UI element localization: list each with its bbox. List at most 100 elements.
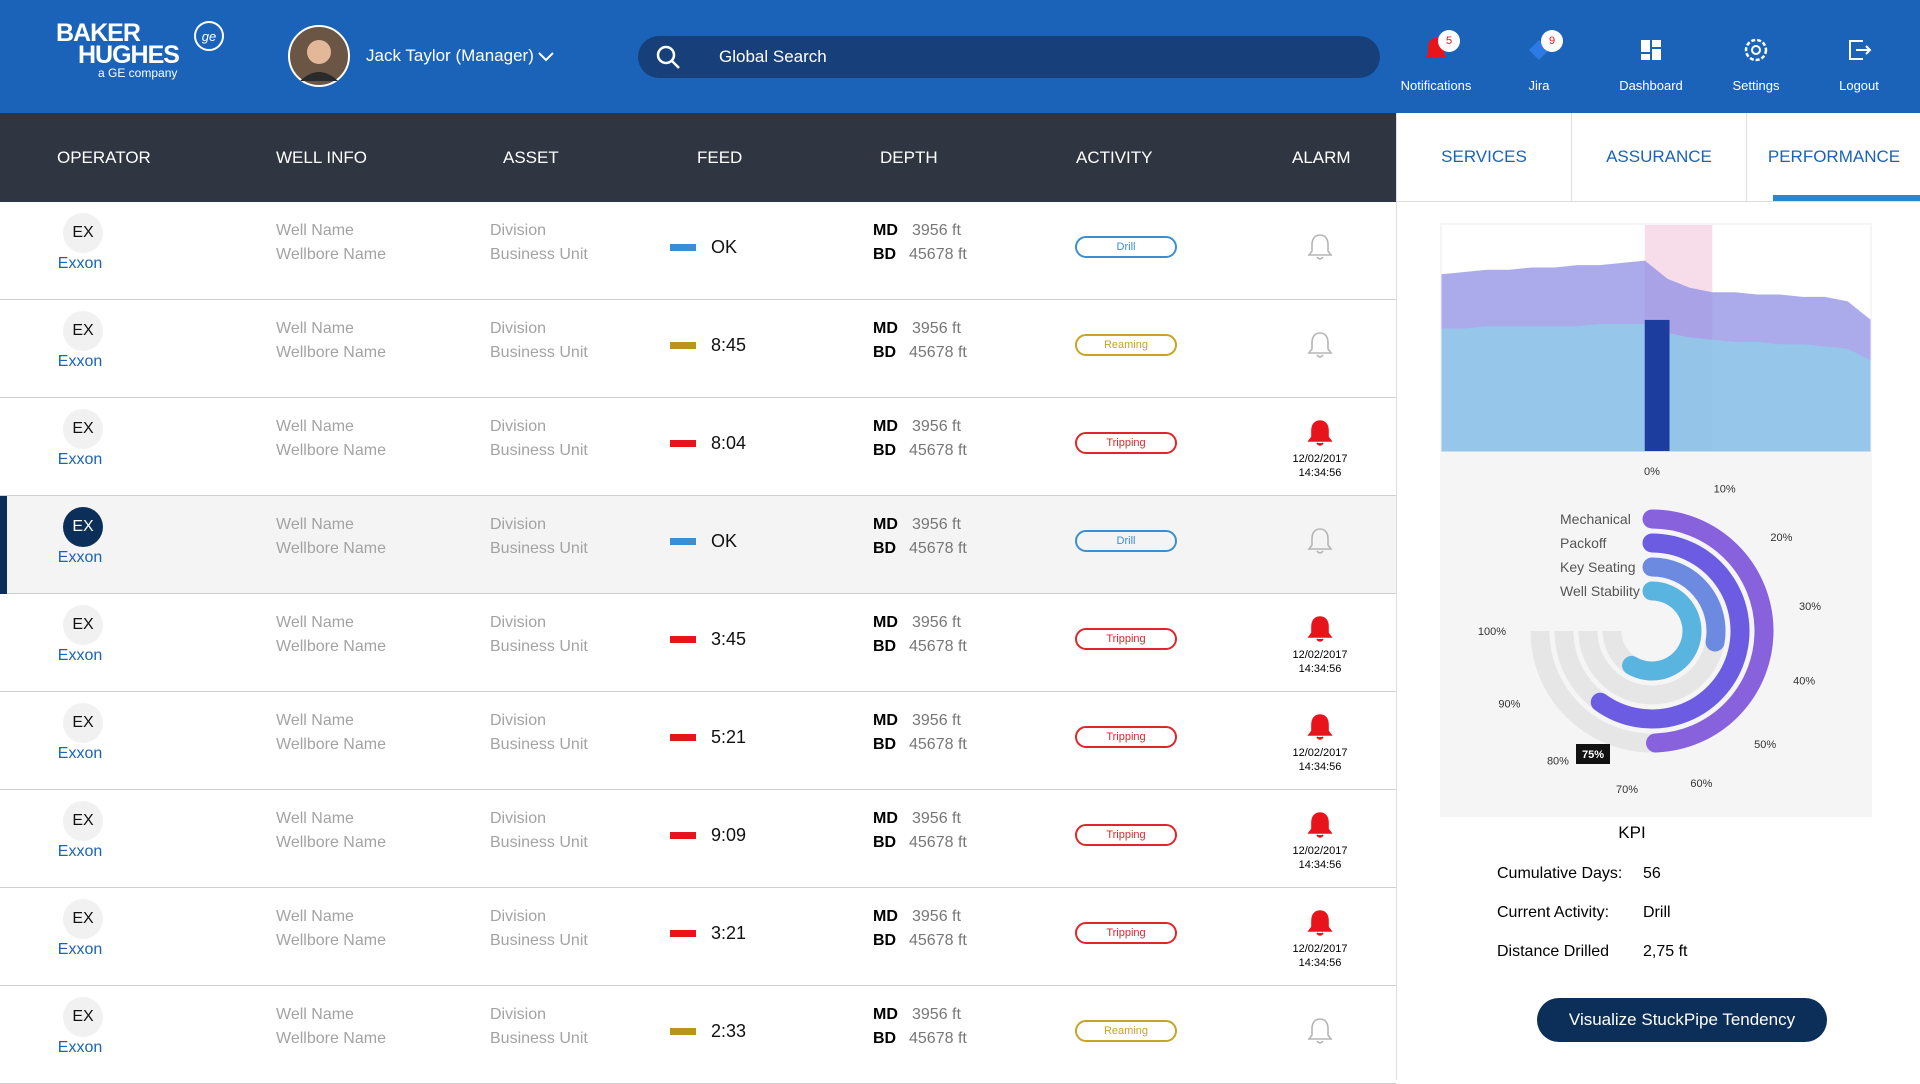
operator-name[interactable]: Exxon	[57, 1039, 103, 1056]
radial-tick-label: 80%	[1547, 755, 1569, 767]
avatar[interactable]	[288, 25, 350, 87]
wellbore-name: Wellbore Name	[276, 932, 386, 949]
md-label: MD	[873, 222, 898, 239]
operator-name[interactable]: Exxon	[57, 255, 103, 272]
md-label: MD	[873, 516, 898, 533]
chart-card: Mechanical Packoff Key Seating Well Stabili…	[1440, 223, 1872, 817]
column-header[interactable]: OPERATOR	[57, 148, 151, 167]
md-value: 3956 ft	[912, 222, 961, 239]
stat-label: Current Activity:	[1497, 904, 1610, 921]
operator-name[interactable]: Exxon	[57, 353, 103, 370]
bell-clapper	[1316, 638, 1324, 642]
column-header[interactable]: ASSET	[503, 148, 559, 167]
bd-value: 45678 ft	[909, 540, 967, 557]
md-value: 3956 ft	[912, 810, 961, 827]
table-row[interactable]: EX Exxon Well Name Wellbore Name Division Bus…	[0, 986, 1396, 1084]
legend-label: Key Seating	[1560, 559, 1636, 575]
search-icon	[656, 45, 680, 69]
radial-bar	[1622, 581, 1702, 681]
alarm-time: 14:34:56	[1298, 663, 1342, 675]
md-value: 3956 ft	[912, 614, 961, 631]
operator-name[interactable]: Exxon	[57, 549, 103, 566]
operator-badge: EX	[63, 507, 103, 547]
alarm-date: 12/02/2017	[1292, 747, 1348, 759]
table-row[interactable]: EX Exxon Well Name Wellbore Name Division Bus…	[0, 594, 1396, 692]
tab[interactable]: SERVICES	[1397, 113, 1572, 202]
nav-icon[interactable]	[1839, 30, 1879, 70]
bd-label: BD	[873, 834, 897, 851]
bd-label: BD	[873, 442, 897, 459]
operator-name[interactable]: Exxon	[57, 647, 103, 664]
feed-value: 2:33	[711, 1021, 747, 1041]
visualize-button[interactable]: Visualize StuckPipe Tendency	[1537, 998, 1827, 1042]
column-header[interactable]: WELL INFO	[276, 148, 367, 167]
well-name: Well Name	[276, 810, 354, 827]
logo: BAKER HUGHES	[56, 21, 180, 68]
table-row[interactable]: EX Exxon Well Name Wellbore Name Division Bus…	[0, 790, 1396, 888]
bd-label: BD	[873, 638, 897, 655]
wellbore-name: Wellbore Name	[276, 834, 386, 851]
tooltip: 75%	[1582, 749, 1604, 761]
column-header[interactable]: ACTIVITY	[1076, 148, 1153, 167]
table-row[interactable]: EX Exxon Well Name Wellbore Name Division Bus…	[0, 300, 1396, 398]
activity-pill: Drill	[1075, 236, 1177, 258]
operator-name[interactable]: Exxon	[57, 451, 103, 468]
business-unit: Business Unit	[490, 932, 588, 949]
stat-value: Drill	[1643, 904, 1671, 921]
tab[interactable]: ASSURANCE	[1572, 113, 1747, 202]
table-row[interactable]: EX Exxon Well Name Wellbore Name Division Bus…	[0, 202, 1396, 300]
nav-label[interactable]: Notifications	[1400, 78, 1472, 93]
bell-shape	[1307, 528, 1333, 550]
division: Division	[490, 712, 547, 729]
nav-icon[interactable]	[1736, 30, 1776, 70]
bell-icon	[1307, 910, 1333, 936]
business-unit: Business Unit	[490, 344, 588, 361]
nav-label[interactable]: Dashboard	[1619, 78, 1683, 93]
feed-indicator	[670, 636, 696, 643]
wellbore-name: Wellbore Name	[276, 736, 386, 753]
nav-label[interactable]: Settings	[1732, 78, 1780, 93]
division: Division	[490, 418, 547, 435]
chevron[interactable]	[538, 52, 554, 62]
ge-logo: ge	[194, 21, 224, 51]
stat-label: Distance Drilled	[1497, 943, 1610, 960]
nav-icon[interactable]	[1631, 30, 1671, 70]
well-name: Well Name	[276, 908, 354, 925]
operator-name[interactable]: Exxon	[57, 843, 103, 860]
column-header[interactable]: FEED	[697, 148, 743, 167]
well-name: Well Name	[276, 320, 354, 337]
feed-indicator	[670, 832, 696, 839]
feed-value: 8:45	[711, 335, 747, 355]
icon	[1744, 38, 1768, 62]
active-tab-indicator	[1773, 195, 1920, 201]
wellbore-name: Wellbore Name	[276, 540, 386, 557]
table-row[interactable]: EX Exxon Well Name Wellbore Name Division Bus…	[0, 496, 1396, 594]
radial-tick-label: 20%	[1770, 532, 1792, 544]
alarm-date: 12/02/2017	[1292, 453, 1348, 465]
bd-value: 45678 ft	[909, 932, 967, 949]
search-bar[interactable]: Global Search	[638, 36, 1380, 78]
user-name[interactable]: Jack Taylor (Manager)	[366, 46, 534, 65]
column-header[interactable]: ALARM	[1292, 148, 1351, 167]
operator-name[interactable]: Exxon	[57, 745, 103, 762]
bell-shape	[1307, 714, 1333, 736]
business-unit: Business Unit	[490, 736, 588, 753]
bell-clapper	[1316, 1040, 1324, 1044]
column-header[interactable]: DEPTH	[880, 148, 938, 167]
bell-shape	[1307, 332, 1333, 354]
md-label: MD	[873, 810, 898, 827]
radial-tick-label: 70%	[1616, 784, 1638, 796]
activity-pill: Tripping	[1075, 824, 1177, 846]
nav-label[interactable]: Logout	[1839, 78, 1879, 93]
legend-label: Packoff	[1560, 535, 1607, 551]
radial-bar	[1590, 533, 1750, 729]
tab[interactable]: PERFORMANCE	[1747, 113, 1920, 202]
table-row[interactable]: EX Exxon Well Name Wellbore Name Division Bus…	[0, 888, 1396, 986]
wellbore-name: Wellbore Name	[276, 442, 386, 459]
operator-name[interactable]: Exxon	[57, 941, 103, 958]
radial-tick-label: 100%	[1478, 626, 1506, 638]
table-row[interactable]: EX Exxon Well Name Wellbore Name Division Bus…	[0, 398, 1396, 496]
table-row[interactable]: EX Exxon Well Name Wellbore Name Division Bus…	[0, 692, 1396, 790]
nav-label[interactable]: Jira	[1528, 78, 1550, 93]
charts: Mechanical Packoff Key Seating Well Stabili…	[1441, 225, 1871, 796]
